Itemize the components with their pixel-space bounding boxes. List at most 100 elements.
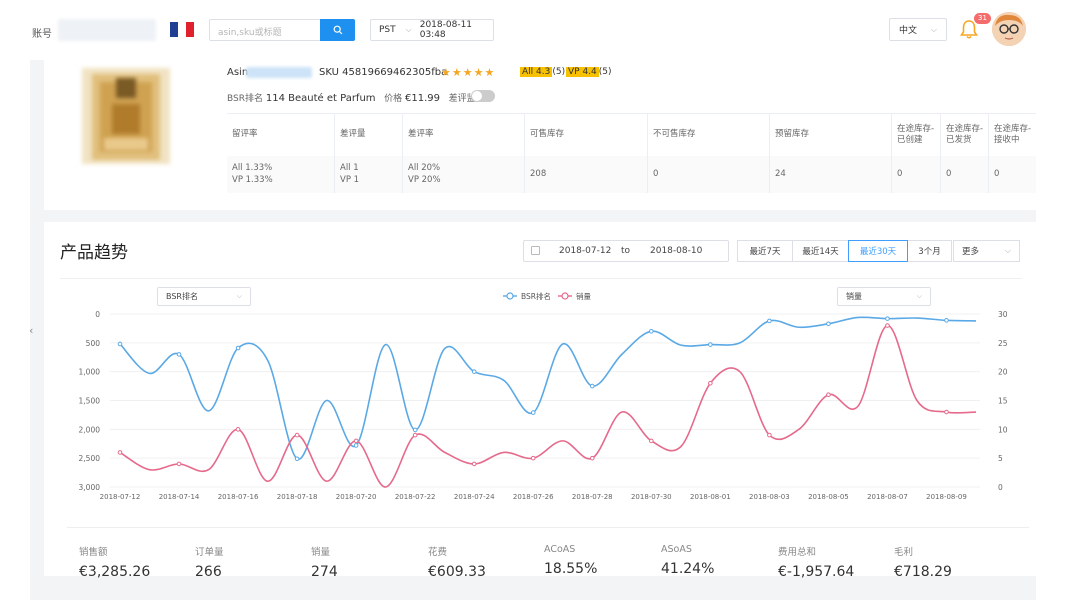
table-header-cell: 不可售库存	[648, 114, 770, 156]
collapse-left-icon[interactable]: ‹	[29, 324, 34, 337]
table-header-cell: 差评率	[403, 114, 525, 156]
timezone-select[interactable]: PST ⌵ 2018-08-11 03:48	[370, 19, 494, 41]
metric-label: ACoAS	[544, 544, 576, 555]
right-axis-tick: 15	[998, 397, 1008, 406]
series-point-1	[235, 427, 241, 432]
chevron-down-icon: ⌵	[916, 292, 922, 300]
series-line-0	[119, 316, 977, 460]
price-label: 价格	[384, 94, 403, 104]
x-axis-tick: 2018-08-01	[690, 493, 731, 501]
metric-card: 销量 274	[311, 544, 423, 580]
range-14d-button[interactable]: 最近14天	[792, 240, 849, 262]
series-point-1	[708, 380, 713, 386]
series-point-0	[767, 318, 772, 324]
series-point-0	[885, 316, 890, 321]
table-cell: 0	[648, 156, 770, 193]
table-cell-text: 0	[897, 168, 903, 179]
left-axis-tick: 500	[86, 339, 101, 348]
rating-vp: VP 4.4 (5)	[566, 67, 612, 77]
metric-card: 毛利 €718.29	[894, 544, 1006, 580]
review-monitor-label: 差评监控	[448, 94, 485, 104]
chevron-down-icon: ⌵	[236, 292, 242, 300]
range-30d-button[interactable]: 最近30天	[848, 240, 908, 262]
metric-value: 266	[195, 564, 222, 580]
series-point-1	[826, 392, 831, 398]
x-axis-tick: 2018-07-18	[277, 493, 318, 501]
metric-label: 订单量	[195, 547, 224, 558]
series-point-0	[471, 369, 477, 374]
range-more-select[interactable]: 更多 ⌵	[953, 240, 1020, 262]
table-cell-text: VP 20%	[408, 174, 441, 185]
table-header-cell: 在途库存- 接收中	[989, 114, 1036, 156]
bsr-value: 114 Beauté et Parfum	[265, 93, 376, 104]
france-flag-icon[interactable]	[170, 22, 194, 37]
search-input[interactable]: asin,sku或标题	[209, 19, 320, 41]
table-header-cell: 可售库存	[525, 114, 648, 156]
table-cell: 0	[989, 156, 1036, 193]
left-axis-tick: 1,000	[79, 368, 101, 377]
table-header-cell: 在途库存- 已创建	[892, 114, 941, 156]
legend-swatch-marker	[561, 292, 569, 300]
x-axis-tick: 2018-07-30	[631, 493, 672, 501]
metric-label: 花费	[428, 547, 448, 558]
product-image	[82, 68, 170, 164]
series-point-1	[767, 432, 772, 438]
series-line-1	[119, 324, 977, 488]
datetime-value: 2018-08-11 03:48	[419, 20, 473, 40]
table-header-text: 在途库存-	[946, 123, 984, 134]
search-button[interactable]	[320, 19, 355, 41]
metric-card: 销售额 €3,285.26	[79, 544, 191, 580]
account-select[interactable]	[58, 19, 156, 41]
right-metric-select[interactable]: 销量 ⌵	[837, 287, 931, 306]
range-3m-button[interactable]: 3个月	[907, 240, 952, 262]
table-header-text: 差评率	[408, 129, 434, 140]
table-cell-text: 208	[530, 168, 547, 179]
series-point-1	[471, 461, 477, 467]
series-point-1	[294, 432, 300, 438]
table-cell: All 1 VP 1	[335, 156, 403, 193]
stock-table: 留评率 差评量 差评率 可售库存 不可售库存 预留库存 在途库存- 已创建 在途库存- 已发货 在途…	[227, 113, 1036, 193]
left-axis-tick: 2,000	[79, 425, 101, 434]
search-icon	[333, 25, 342, 35]
table-header-cell: 留评率	[227, 114, 335, 156]
language-select[interactable]: 中文 ⌵	[889, 18, 947, 41]
x-axis-tick: 2018-07-20	[336, 493, 377, 501]
table-cell: 0	[892, 156, 941, 193]
notification-badge: 31	[974, 13, 991, 24]
top-bar: 账号 asin,sku或标题 PST ⌵ 2018-08-11 03:48 中文…	[0, 0, 1080, 60]
x-axis-tick: 2018-08-05	[808, 493, 849, 501]
legend-label: 销量	[576, 291, 591, 301]
series-point-0	[530, 410, 536, 415]
left-axis-tick: 0	[95, 310, 100, 319]
table-header-text: 预留库存	[775, 129, 810, 140]
date-range-picker[interactable]: 2018-07-12 to 2018-08-10	[523, 240, 729, 262]
chevron-down-icon: ⌵	[930, 24, 937, 34]
asin-value[interactable]	[246, 67, 312, 78]
account-label: 账号	[32, 29, 52, 40]
series-point-0	[589, 383, 595, 389]
metric-value: €718.29	[894, 564, 952, 580]
metrics-divider	[67, 527, 1029, 528]
table-cell-text: VP 1.33%	[232, 174, 273, 185]
table-header-cell: 差评量	[335, 114, 403, 156]
metric-value: €609.33	[428, 564, 486, 580]
date-from[interactable]: 2018-07-12	[559, 246, 612, 256]
left-metric-select[interactable]: BSR排名 ⌵	[157, 287, 251, 306]
date-to[interactable]: 2018-08-10	[650, 246, 703, 256]
left-metric-label: BSR排名	[166, 292, 198, 301]
bsr-label: BSR排名	[227, 94, 263, 104]
range-7d-button[interactable]: 最近7天	[737, 240, 793, 262]
avatar[interactable]	[992, 12, 1026, 46]
table-header-text: 留评率	[232, 129, 258, 140]
x-axis-tick: 2018-08-03	[749, 493, 790, 501]
bell-icon[interactable]	[958, 18, 980, 40]
sku-value: SKU 45819669462305fba	[319, 67, 448, 78]
rating-stars: ★★★★★	[441, 66, 496, 79]
review-monitor-toggle[interactable]	[471, 90, 495, 102]
date-to-label: to	[621, 246, 631, 256]
series-point-0	[708, 342, 713, 347]
series-point-0	[826, 321, 831, 327]
series-point-1	[649, 438, 654, 444]
x-axis-tick: 2018-07-14	[159, 493, 200, 501]
stock-table-header: 留评率 差评量 差评率 可售库存 不可售库存 预留库存 在途库存- 已创建 在途库存- 已发货 在途…	[227, 114, 1036, 156]
